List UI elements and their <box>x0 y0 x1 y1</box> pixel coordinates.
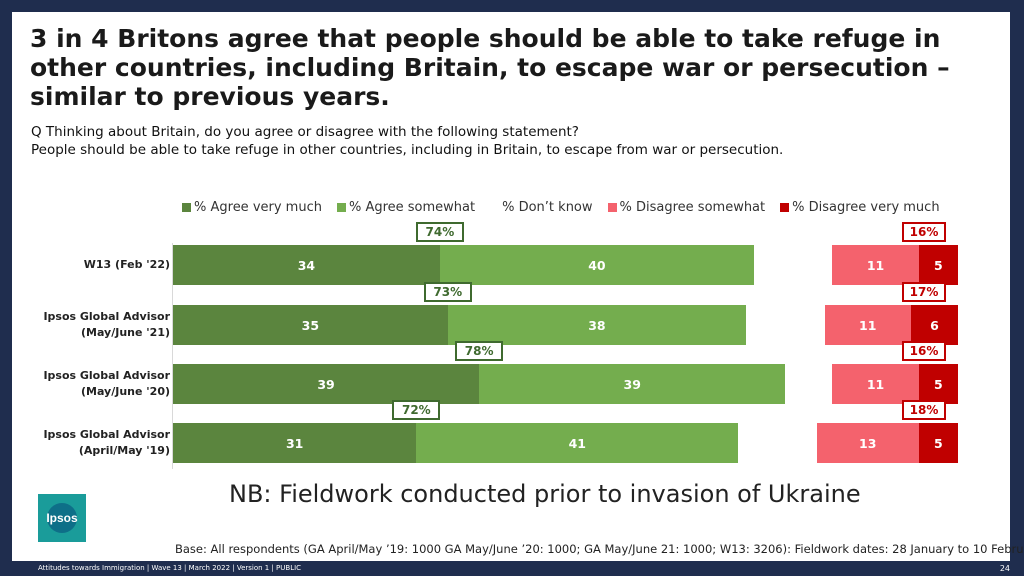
legend-label: % Don’t know <box>502 199 593 215</box>
bar-segment: 41 <box>416 423 739 463</box>
bar-segment: 13 <box>816 423 919 463</box>
legend-label: % Disagree very much <box>792 199 940 215</box>
net-disagree-label: 18% <box>902 400 946 420</box>
net-agree-label: 78% <box>455 341 504 361</box>
question-text: Q Thinking about Britain, do you agree o… <box>31 123 1001 159</box>
bar-segment: 34 <box>173 245 440 285</box>
legend-label: % Disagree somewhat <box>619 199 766 215</box>
net-disagree-label: 16% <box>902 222 946 242</box>
data-label: 38 <box>588 317 606 333</box>
bar-segment: 40 <box>439 245 754 285</box>
fieldwork-note: NB: Fieldwork conducted prior to invasio… <box>229 480 861 508</box>
data-label: 11 <box>866 257 885 273</box>
net-disagree-label: 17% <box>902 282 946 302</box>
legend-swatch <box>182 202 191 212</box>
bar-segment: 35 <box>173 305 448 345</box>
category-label: W13 (Feb '22) <box>83 258 170 271</box>
page-number: 24 <box>999 564 1010 573</box>
net-disagree-label: 16% <box>902 341 946 361</box>
chart-legend: % Agree very much % Agree somewhat % Don’t… <box>182 198 955 216</box>
bar-segment-dont-know <box>753 245 833 285</box>
category-label: Ipsos Global Advisor (May/June '20) <box>43 369 170 398</box>
base-note: Base: All respondents (GA April/May ’19:… <box>175 542 1024 556</box>
net-agree-label: 72% <box>392 400 441 420</box>
category-label: Ipsos Global Advisor (May/June '21) <box>43 310 170 339</box>
legend-swatch <box>490 202 500 212</box>
legend-swatch <box>336 202 346 212</box>
data-label: 41 <box>568 435 586 451</box>
bar-segment: 39 <box>173 364 480 404</box>
legend-item: % Don’t know <box>490 199 593 215</box>
legend-item: % Agree very much <box>182 200 322 215</box>
page-title: 3 in 4 Britons agree that people should … <box>30 24 950 111</box>
bar-segment: 11 <box>832 364 919 404</box>
data-label: 6 <box>930 317 939 333</box>
logo-text: Ipsos <box>46 511 78 525</box>
bar-segment-dont-know <box>746 305 825 345</box>
question-line-2: People should be able to take refuge in … <box>31 142 784 158</box>
legend-swatch <box>607 202 617 212</box>
category-label: Ipsos Global Advisor (April/May '19) <box>43 428 170 457</box>
data-label: 31 <box>285 435 304 451</box>
bar-segment: 6 <box>910 305 958 345</box>
question-line-1: Q Thinking about Britain, do you agree o… <box>31 124 579 140</box>
legend-item: % Disagree somewhat <box>607 199 766 215</box>
data-label: 39 <box>317 376 335 392</box>
category-axis-line <box>172 243 173 469</box>
data-label: 34 <box>297 257 316 273</box>
bar-segment: 31 <box>173 423 417 463</box>
footer-text: Attitudes towards Immigration | Wave 13 … <box>38 564 302 572</box>
data-label: 35 <box>301 317 320 333</box>
data-label: 5 <box>934 257 943 273</box>
data-label: 11 <box>866 376 885 392</box>
legend-swatch <box>780 202 790 212</box>
slide: 3 in 4 Britons agree that people should … <box>12 12 1024 561</box>
net-agree-label: 74% <box>415 222 464 242</box>
bar-segment-dont-know <box>785 364 833 404</box>
data-label: 5 <box>934 435 943 451</box>
bar-segment: 11 <box>824 305 911 345</box>
ipsos-logo: Ipsos <box>38 494 86 542</box>
bar-segment: 38 <box>447 305 747 345</box>
data-label: 11 <box>859 317 877 333</box>
data-label: 13 <box>859 435 877 451</box>
legend-label: % Agree somewhat <box>348 199 476 215</box>
bar-segment: 5 <box>918 364 958 404</box>
bar-segment: 39 <box>479 364 786 404</box>
bar-segment: 5 <box>918 245 958 285</box>
data-label: 5 <box>934 376 943 392</box>
data-label: 40 <box>588 257 606 273</box>
bar-segment: 5 <box>918 423 958 463</box>
legend-item: % Agree somewhat <box>336 199 476 215</box>
legend-item: % Disagree very much <box>780 199 940 215</box>
net-agree-label: 73% <box>423 282 472 302</box>
legend-label: % Agree very much <box>194 199 322 215</box>
bar-segment-dont-know <box>738 423 817 463</box>
data-label: 39 <box>623 376 641 392</box>
bar-segment: 11 <box>832 245 919 285</box>
